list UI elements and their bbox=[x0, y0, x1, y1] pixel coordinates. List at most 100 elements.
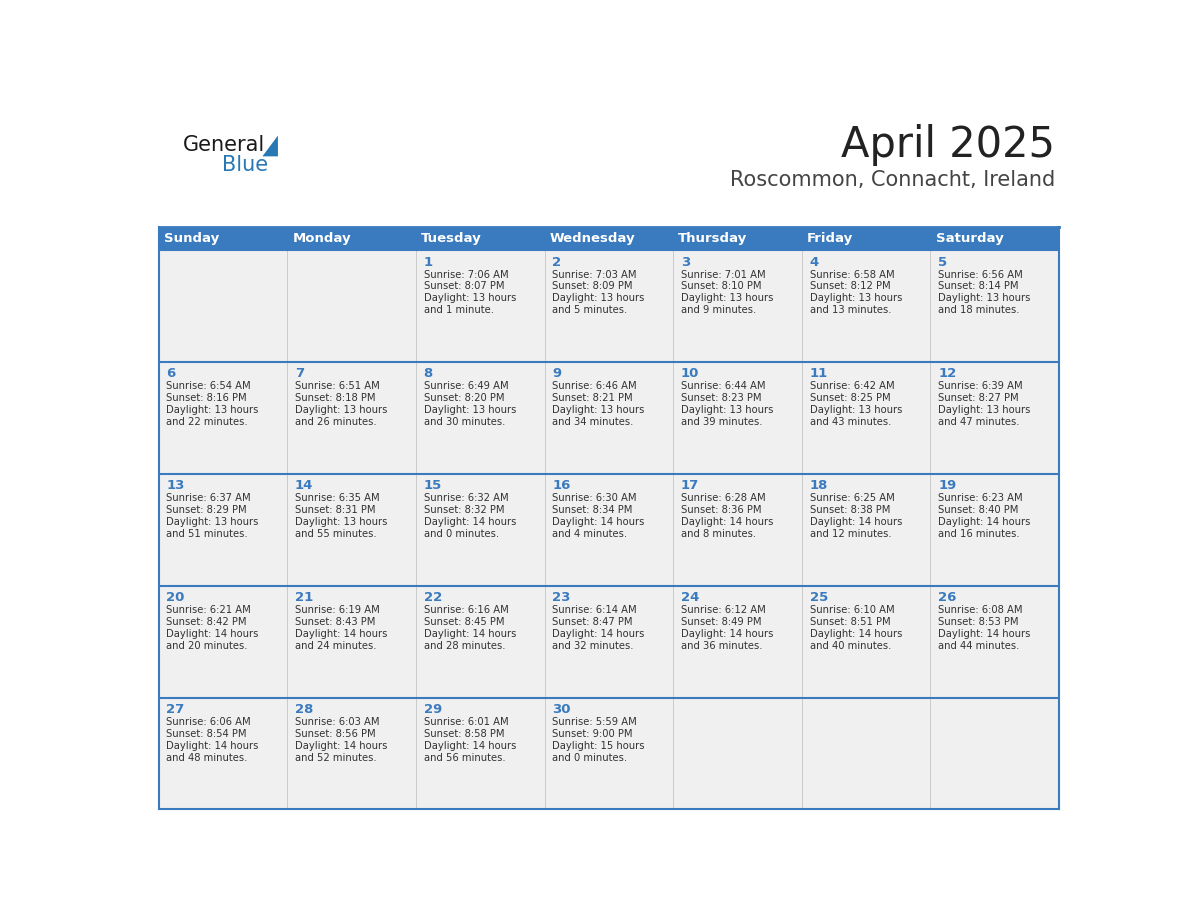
Text: and 0 minutes.: and 0 minutes. bbox=[424, 529, 499, 539]
Text: Daylight: 13 hours: Daylight: 13 hours bbox=[166, 517, 259, 527]
Text: Sunset: 8:21 PM: Sunset: 8:21 PM bbox=[552, 393, 633, 403]
Text: Daylight: 14 hours: Daylight: 14 hours bbox=[681, 629, 773, 639]
Text: and 26 minutes.: and 26 minutes. bbox=[295, 417, 377, 427]
Text: and 44 minutes.: and 44 minutes. bbox=[939, 641, 1019, 651]
Text: 7: 7 bbox=[295, 367, 304, 380]
Bar bbox=[158, 586, 287, 698]
Text: Daylight: 13 hours: Daylight: 13 hours bbox=[166, 405, 259, 415]
Bar bbox=[930, 586, 1060, 698]
Text: Sunrise: 6:28 AM: Sunrise: 6:28 AM bbox=[681, 493, 765, 503]
Text: Sunrise: 5:59 AM: Sunrise: 5:59 AM bbox=[552, 717, 637, 727]
Bar bbox=[287, 474, 416, 586]
Text: 5: 5 bbox=[939, 256, 947, 269]
Text: Sunrise: 6:08 AM: Sunrise: 6:08 AM bbox=[939, 605, 1023, 615]
Text: Sunrise: 6:14 AM: Sunrise: 6:14 AM bbox=[552, 605, 637, 615]
Text: Sunset: 8:10 PM: Sunset: 8:10 PM bbox=[681, 282, 762, 292]
Text: Sunset: 8:23 PM: Sunset: 8:23 PM bbox=[681, 393, 762, 403]
Text: Daylight: 13 hours: Daylight: 13 hours bbox=[681, 294, 773, 304]
Text: Sunset: 8:43 PM: Sunset: 8:43 PM bbox=[295, 617, 375, 627]
Text: Daylight: 14 hours: Daylight: 14 hours bbox=[681, 517, 773, 527]
Text: Daylight: 14 hours: Daylight: 14 hours bbox=[809, 629, 902, 639]
Text: Sunset: 8:38 PM: Sunset: 8:38 PM bbox=[809, 505, 890, 515]
Bar bbox=[158, 227, 287, 251]
Text: Sunset: 8:36 PM: Sunset: 8:36 PM bbox=[681, 505, 762, 515]
Text: Daylight: 14 hours: Daylight: 14 hours bbox=[295, 629, 387, 639]
Text: Sunset: 8:53 PM: Sunset: 8:53 PM bbox=[939, 617, 1019, 627]
Bar bbox=[930, 227, 1060, 251]
Text: Sunrise: 6:37 AM: Sunrise: 6:37 AM bbox=[166, 493, 251, 503]
Text: and 4 minutes.: and 4 minutes. bbox=[552, 529, 627, 539]
Text: Sunset: 8:14 PM: Sunset: 8:14 PM bbox=[939, 282, 1019, 292]
Text: Sunset: 8:49 PM: Sunset: 8:49 PM bbox=[681, 617, 762, 627]
Text: Daylight: 13 hours: Daylight: 13 hours bbox=[424, 294, 516, 304]
Text: 16: 16 bbox=[552, 479, 570, 492]
Bar bbox=[416, 362, 544, 474]
Text: Sunrise: 7:03 AM: Sunrise: 7:03 AM bbox=[552, 270, 637, 280]
Text: Daylight: 14 hours: Daylight: 14 hours bbox=[939, 517, 1031, 527]
Text: 28: 28 bbox=[295, 703, 314, 716]
Text: Daylight: 14 hours: Daylight: 14 hours bbox=[295, 741, 387, 751]
Text: 24: 24 bbox=[681, 591, 700, 604]
Text: Sunrise: 6:06 AM: Sunrise: 6:06 AM bbox=[166, 717, 251, 727]
Text: 27: 27 bbox=[166, 703, 184, 716]
Text: Saturday: Saturday bbox=[936, 232, 1004, 245]
Text: Sunset: 8:07 PM: Sunset: 8:07 PM bbox=[424, 282, 504, 292]
Bar bbox=[930, 362, 1060, 474]
Bar bbox=[930, 474, 1060, 586]
Bar bbox=[802, 251, 930, 362]
Text: 3: 3 bbox=[681, 256, 690, 269]
Text: Wednesday: Wednesday bbox=[550, 232, 636, 245]
Text: Sunrise: 6:10 AM: Sunrise: 6:10 AM bbox=[809, 605, 895, 615]
Text: and 0 minutes.: and 0 minutes. bbox=[552, 753, 627, 763]
Text: Sunrise: 6:12 AM: Sunrise: 6:12 AM bbox=[681, 605, 766, 615]
Text: 1: 1 bbox=[424, 256, 432, 269]
Bar bbox=[416, 474, 544, 586]
Bar bbox=[287, 362, 416, 474]
Text: Daylight: 13 hours: Daylight: 13 hours bbox=[295, 405, 387, 415]
Text: Sunrise: 6:19 AM: Sunrise: 6:19 AM bbox=[295, 605, 380, 615]
Bar bbox=[802, 474, 930, 586]
Bar bbox=[802, 698, 930, 810]
Text: 23: 23 bbox=[552, 591, 570, 604]
Text: Tuesday: Tuesday bbox=[421, 232, 482, 245]
Text: and 22 minutes.: and 22 minutes. bbox=[166, 417, 248, 427]
Text: and 51 minutes.: and 51 minutes. bbox=[166, 529, 248, 539]
Text: and 20 minutes.: and 20 minutes. bbox=[166, 641, 248, 651]
Bar bbox=[416, 227, 544, 251]
Bar bbox=[416, 251, 544, 362]
Text: Sunrise: 6:58 AM: Sunrise: 6:58 AM bbox=[809, 270, 895, 280]
Bar bbox=[287, 698, 416, 810]
Text: and 18 minutes.: and 18 minutes. bbox=[939, 306, 1019, 316]
Bar bbox=[544, 362, 674, 474]
Text: 15: 15 bbox=[424, 479, 442, 492]
Bar bbox=[674, 362, 802, 474]
Bar bbox=[544, 698, 674, 810]
Text: 17: 17 bbox=[681, 479, 700, 492]
Text: 6: 6 bbox=[166, 367, 176, 380]
Text: Sunrise: 6:32 AM: Sunrise: 6:32 AM bbox=[424, 493, 508, 503]
Bar bbox=[158, 698, 287, 810]
Bar bbox=[158, 474, 287, 586]
Text: 4: 4 bbox=[809, 256, 819, 269]
Text: 26: 26 bbox=[939, 591, 956, 604]
Text: Sunset: 8:54 PM: Sunset: 8:54 PM bbox=[166, 729, 247, 739]
Text: and 47 minutes.: and 47 minutes. bbox=[939, 417, 1019, 427]
Text: and 55 minutes.: and 55 minutes. bbox=[295, 529, 377, 539]
Text: April 2025: April 2025 bbox=[841, 124, 1055, 166]
Text: 13: 13 bbox=[166, 479, 184, 492]
Text: 14: 14 bbox=[295, 479, 314, 492]
Text: Sunset: 8:32 PM: Sunset: 8:32 PM bbox=[424, 505, 504, 515]
Text: Sunrise: 6:30 AM: Sunrise: 6:30 AM bbox=[552, 493, 637, 503]
Text: 19: 19 bbox=[939, 479, 956, 492]
Text: Sunrise: 6:03 AM: Sunrise: 6:03 AM bbox=[295, 717, 379, 727]
Text: Daylight: 13 hours: Daylight: 13 hours bbox=[295, 517, 387, 527]
Bar bbox=[158, 362, 287, 474]
Text: Sunrise: 6:21 AM: Sunrise: 6:21 AM bbox=[166, 605, 251, 615]
Text: Sunrise: 6:01 AM: Sunrise: 6:01 AM bbox=[424, 717, 508, 727]
Text: Monday: Monday bbox=[292, 232, 350, 245]
Text: Sunrise: 6:16 AM: Sunrise: 6:16 AM bbox=[424, 605, 508, 615]
Text: and 9 minutes.: and 9 minutes. bbox=[681, 306, 757, 316]
Text: Sunrise: 6:51 AM: Sunrise: 6:51 AM bbox=[295, 381, 380, 391]
Bar bbox=[416, 586, 544, 698]
Bar bbox=[287, 227, 416, 251]
